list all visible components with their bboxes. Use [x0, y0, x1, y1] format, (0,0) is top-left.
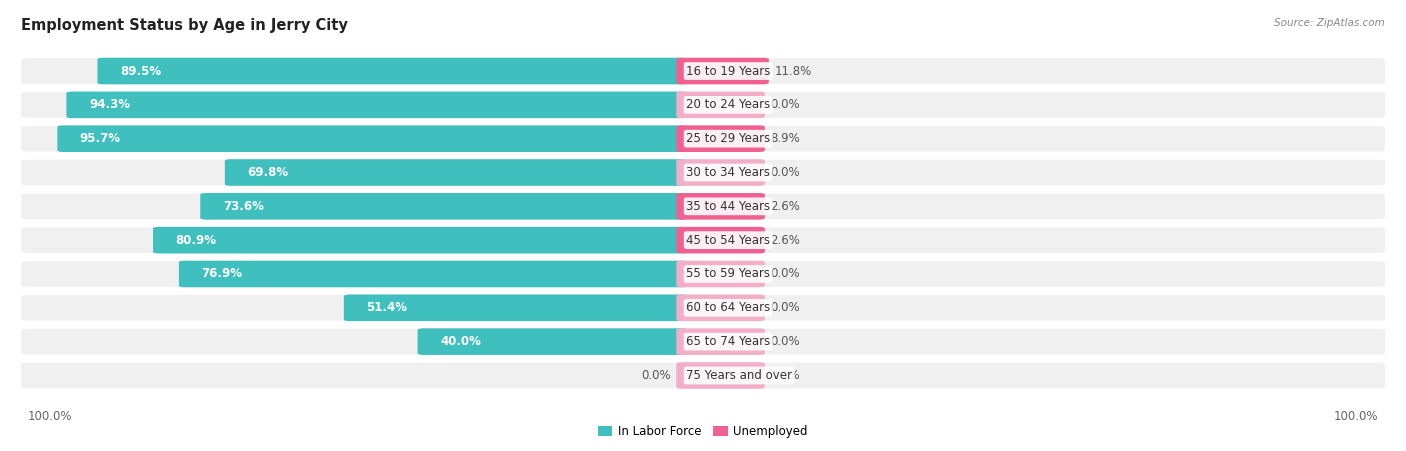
FancyBboxPatch shape [153, 227, 688, 253]
Text: 11.8%: 11.8% [775, 64, 811, 78]
Text: 45 to 54 Years: 45 to 54 Years [686, 234, 770, 247]
Text: 94.3%: 94.3% [89, 98, 129, 111]
FancyBboxPatch shape [20, 124, 1386, 153]
FancyBboxPatch shape [676, 193, 765, 220]
FancyBboxPatch shape [66, 92, 688, 118]
Legend: In Labor Force, Unemployed: In Labor Force, Unemployed [593, 420, 813, 443]
FancyBboxPatch shape [20, 158, 1386, 187]
FancyBboxPatch shape [676, 159, 765, 186]
FancyBboxPatch shape [676, 295, 765, 321]
Text: 2.6%: 2.6% [770, 200, 800, 213]
Text: 65 to 74 Years: 65 to 74 Years [686, 335, 770, 348]
Text: 8.9%: 8.9% [770, 132, 800, 145]
Text: 55 to 59 Years: 55 to 59 Years [686, 267, 770, 281]
FancyBboxPatch shape [20, 260, 1386, 288]
Text: 100.0%: 100.0% [1333, 410, 1378, 423]
Text: 0.0%: 0.0% [641, 369, 671, 382]
Text: 60 to 64 Years: 60 to 64 Years [686, 301, 770, 314]
Text: 25 to 29 Years: 25 to 29 Years [686, 132, 770, 145]
FancyBboxPatch shape [20, 91, 1386, 119]
Text: 73.6%: 73.6% [222, 200, 264, 213]
Text: 75 Years and over: 75 Years and over [686, 369, 792, 382]
FancyBboxPatch shape [344, 295, 688, 321]
Text: 89.5%: 89.5% [120, 64, 162, 78]
Text: 0.0%: 0.0% [770, 369, 800, 382]
FancyBboxPatch shape [179, 261, 688, 287]
Text: 0.0%: 0.0% [770, 267, 800, 281]
Text: 0.0%: 0.0% [770, 98, 800, 111]
FancyBboxPatch shape [676, 261, 765, 287]
Text: 51.4%: 51.4% [367, 301, 408, 314]
FancyBboxPatch shape [20, 192, 1386, 221]
Text: Employment Status by Age in Jerry City: Employment Status by Age in Jerry City [21, 18, 347, 33]
FancyBboxPatch shape [97, 58, 688, 84]
Text: 80.9%: 80.9% [176, 234, 217, 247]
Text: 35 to 44 Years: 35 to 44 Years [686, 200, 770, 213]
FancyBboxPatch shape [676, 227, 765, 253]
FancyBboxPatch shape [58, 125, 688, 152]
Text: Source: ZipAtlas.com: Source: ZipAtlas.com [1274, 18, 1385, 28]
Text: 2.6%: 2.6% [770, 234, 800, 247]
Text: 16 to 19 Years: 16 to 19 Years [686, 64, 770, 78]
FancyBboxPatch shape [200, 193, 688, 220]
Text: 30 to 34 Years: 30 to 34 Years [686, 166, 770, 179]
Text: 20 to 24 Years: 20 to 24 Years [686, 98, 770, 111]
FancyBboxPatch shape [20, 361, 1386, 390]
Text: 0.0%: 0.0% [770, 166, 800, 179]
FancyBboxPatch shape [676, 362, 765, 389]
FancyBboxPatch shape [20, 57, 1386, 85]
FancyBboxPatch shape [418, 328, 688, 355]
FancyBboxPatch shape [676, 328, 765, 355]
Text: 69.8%: 69.8% [247, 166, 288, 179]
Text: 0.0%: 0.0% [770, 335, 800, 348]
FancyBboxPatch shape [676, 58, 769, 84]
FancyBboxPatch shape [225, 159, 688, 186]
Text: 95.7%: 95.7% [80, 132, 121, 145]
Text: 0.0%: 0.0% [770, 301, 800, 314]
Text: 100.0%: 100.0% [28, 410, 73, 423]
FancyBboxPatch shape [20, 226, 1386, 254]
FancyBboxPatch shape [20, 294, 1386, 322]
FancyBboxPatch shape [676, 92, 765, 118]
FancyBboxPatch shape [676, 125, 765, 152]
Text: 40.0%: 40.0% [440, 335, 481, 348]
Text: 76.9%: 76.9% [201, 267, 242, 281]
FancyBboxPatch shape [20, 327, 1386, 356]
